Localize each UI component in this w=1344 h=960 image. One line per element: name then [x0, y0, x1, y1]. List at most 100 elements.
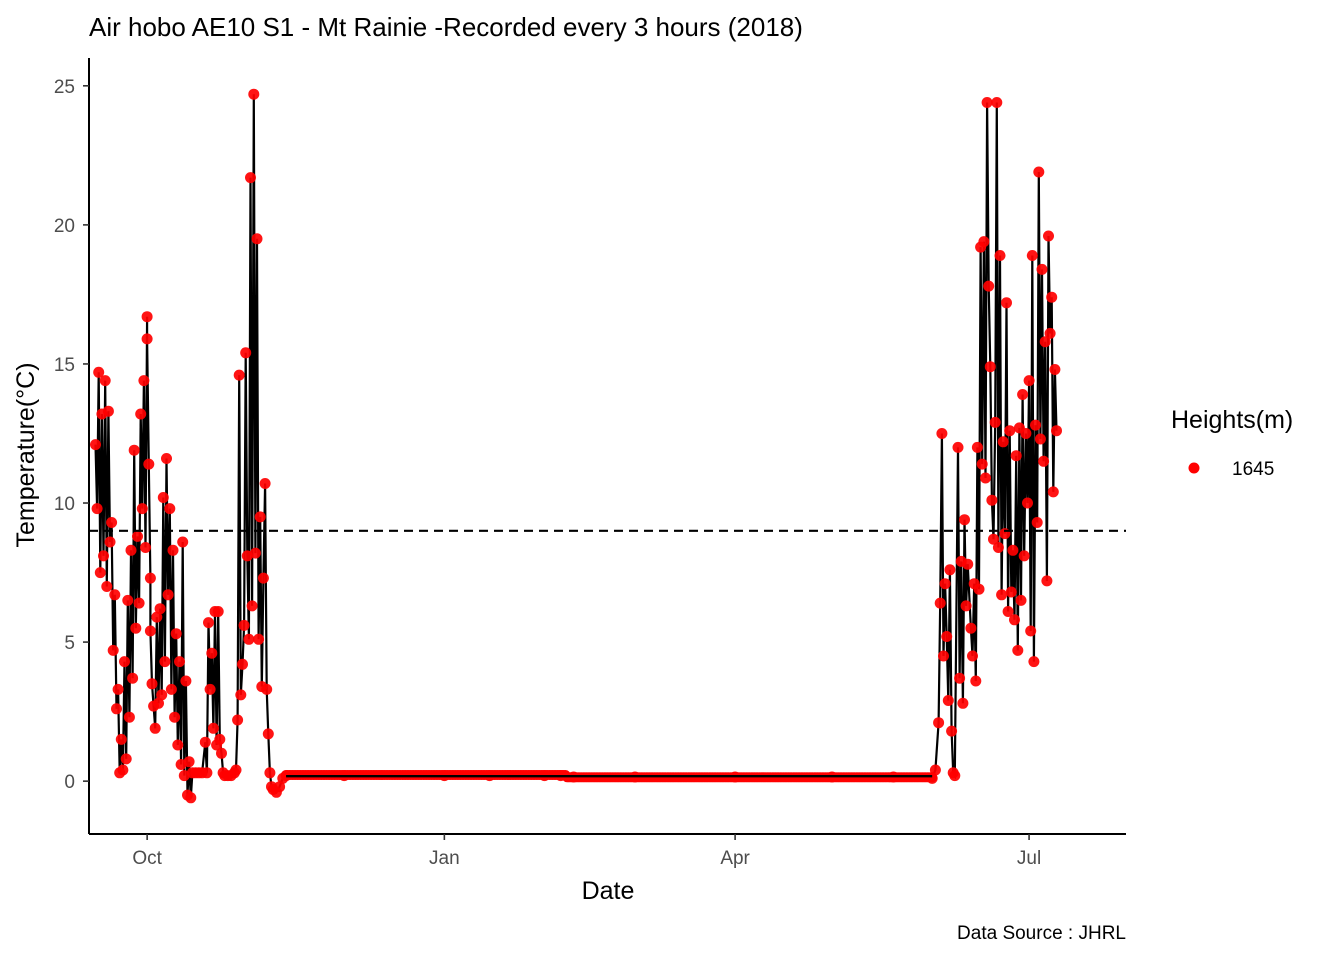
data-point: [149, 722, 161, 734]
data-point: [159, 656, 171, 668]
data-point: [177, 536, 189, 548]
data-point: [98, 550, 109, 562]
data-point: [122, 594, 134, 606]
data-point: [233, 369, 245, 381]
data-point: [952, 441, 964, 453]
data-point: [156, 689, 168, 701]
data-point: [962, 558, 974, 570]
data-point: [980, 472, 991, 484]
data-point: [230, 764, 242, 776]
data-point: [90, 439, 101, 451]
data-point: [169, 711, 181, 723]
data-point: [94, 567, 106, 579]
data-point: [264, 767, 276, 779]
data-point: [949, 770, 961, 782]
data-point: [216, 747, 227, 759]
data-point: [99, 375, 111, 387]
data-point: [174, 656, 185, 668]
data-point: [207, 722, 219, 734]
data-point: [1046, 291, 1058, 303]
data-point: [238, 619, 250, 631]
data-point: [109, 589, 121, 601]
data-point: [983, 280, 995, 292]
data-point: [259, 478, 271, 489]
data-point: [162, 589, 174, 601]
data-point: [973, 583, 985, 595]
data-point: [104, 536, 116, 548]
data-point: [111, 703, 122, 715]
data-point: [1039, 336, 1051, 348]
data-point: [942, 695, 954, 706]
data-point: [106, 517, 118, 528]
data-point: [117, 764, 129, 776]
data-point: [237, 658, 248, 670]
data-point: [141, 333, 153, 345]
data-point: [989, 416, 1001, 428]
data-point: [1004, 425, 1016, 437]
data-point: [246, 600, 258, 612]
data-point: [243, 633, 255, 645]
data-point: [101, 581, 113, 592]
data-point: [240, 347, 252, 359]
data-point: [1034, 433, 1046, 445]
data-point: [127, 672, 139, 684]
x-tick-label: Jul: [1017, 848, 1041, 869]
data-point: [165, 683, 177, 695]
data-point: [986, 494, 998, 506]
data-point: [112, 683, 124, 695]
data-point: [1009, 614, 1020, 626]
data-point: [143, 458, 155, 470]
data-point: [262, 728, 274, 740]
data-point: [91, 503, 103, 515]
data-point: [1028, 656, 1040, 668]
data-point: [144, 572, 156, 584]
data-point: [140, 542, 151, 553]
data-point: [119, 656, 130, 668]
data-point: [249, 547, 261, 559]
data-point: [206, 647, 218, 659]
data-point: [141, 311, 153, 323]
data-point: [984, 361, 996, 373]
data-point: [946, 725, 958, 737]
data-point: [161, 453, 172, 464]
data-point: [965, 622, 977, 634]
plot-area: [89, 88, 1126, 804]
data-point: [138, 375, 150, 387]
data-point: [245, 172, 256, 184]
data-point: [1017, 389, 1029, 400]
data-point: [992, 542, 1004, 553]
data-point: [1025, 625, 1037, 637]
data-point: [180, 675, 192, 687]
data-point: [107, 644, 119, 656]
data-point: [261, 683, 273, 695]
data-point: [959, 514, 970, 526]
data-point: [1010, 450, 1022, 462]
data-point: [274, 781, 286, 793]
data-point: [251, 233, 263, 245]
data-point: [1033, 166, 1045, 178]
data-point: [934, 597, 946, 609]
data-point: [130, 622, 142, 634]
data-point: [1047, 486, 1059, 498]
data-point: [1023, 375, 1035, 387]
data-point: [1001, 297, 1012, 309]
y-tick-label: 20: [54, 216, 75, 237]
data-point: [132, 530, 143, 542]
data-point: [136, 503, 148, 515]
data-point: [125, 544, 137, 556]
x-tick-label: Jan: [429, 848, 460, 869]
data-point: [212, 606, 224, 617]
y-tick-label: 5: [64, 633, 75, 654]
data-point: [996, 589, 1008, 601]
data-point: [214, 733, 226, 745]
data-point: [1041, 575, 1053, 587]
data-point: [976, 458, 988, 470]
data-point: [1018, 550, 1030, 562]
data-point: [257, 572, 269, 584]
data-point: [135, 408, 147, 420]
y-tick-label: 25: [54, 77, 75, 98]
data-point: [1022, 497, 1033, 509]
data-point: [157, 492, 169, 503]
data-point: [1049, 364, 1061, 375]
legend-label-1645: 1645: [1232, 459, 1274, 480]
